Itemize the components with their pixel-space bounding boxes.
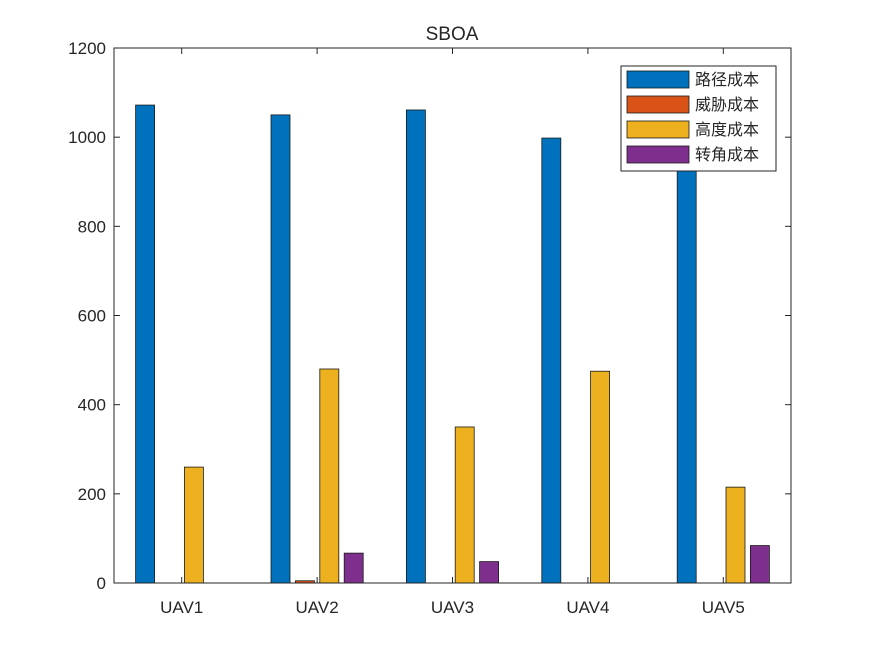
bar-uav3-series-1 [405,109,426,584]
bar-uav3-series-4 [479,561,500,584]
chart-title: SBOA [426,24,479,45]
bar-uav5-series-1 [676,136,697,584]
y-tick-label: 1000 [68,128,106,147]
x-tick-label: UAV1 [160,598,203,617]
legend-label-4: 转角成本 [695,146,759,164]
bar-uav1-series-1 [135,104,156,584]
bar-uav4-series-1 [541,137,562,584]
bars-group [135,104,770,584]
legend-swatch-2 [626,95,690,114]
x-tick-label: UAV3 [431,598,474,617]
bar-uav3-series-3 [454,426,475,584]
legend-swatch-4 [626,145,690,164]
bar-uav5-series-4 [750,545,770,584]
bar-uav2-series-4 [343,552,364,584]
legend-label-2: 威胁成本 [695,96,759,114]
y-tick-label: 600 [78,307,106,326]
legend-label-1: 路径成本 [695,71,759,89]
x-tick-label: UAV4 [566,598,609,617]
y-tick-label: 1200 [68,39,106,58]
legend-swatch-3 [626,120,690,139]
y-tick-label: 0 [97,574,106,593]
axes-group: 0 200 400 600 800 1000 1200 UAV1 UAV2 UAV3 UAV4 UAV… [68,39,792,617]
y-tick-label: 800 [78,217,106,236]
legend-label-3: 高度成本 [695,121,759,139]
y-tick-label: 400 [78,396,106,415]
bar-uav1-series-3 [183,466,204,584]
y-tick-label: 200 [78,485,106,504]
x-tick-label: UAV2 [296,598,339,617]
bar-uav2-series-1 [270,114,291,584]
x-tick-label: UAV5 [702,598,745,617]
bar-uav2-series-3 [319,368,340,584]
bar-uav5-series-3 [725,486,746,584]
bar-uav4-series-3 [590,370,610,584]
legend-swatch-1 [626,70,690,89]
